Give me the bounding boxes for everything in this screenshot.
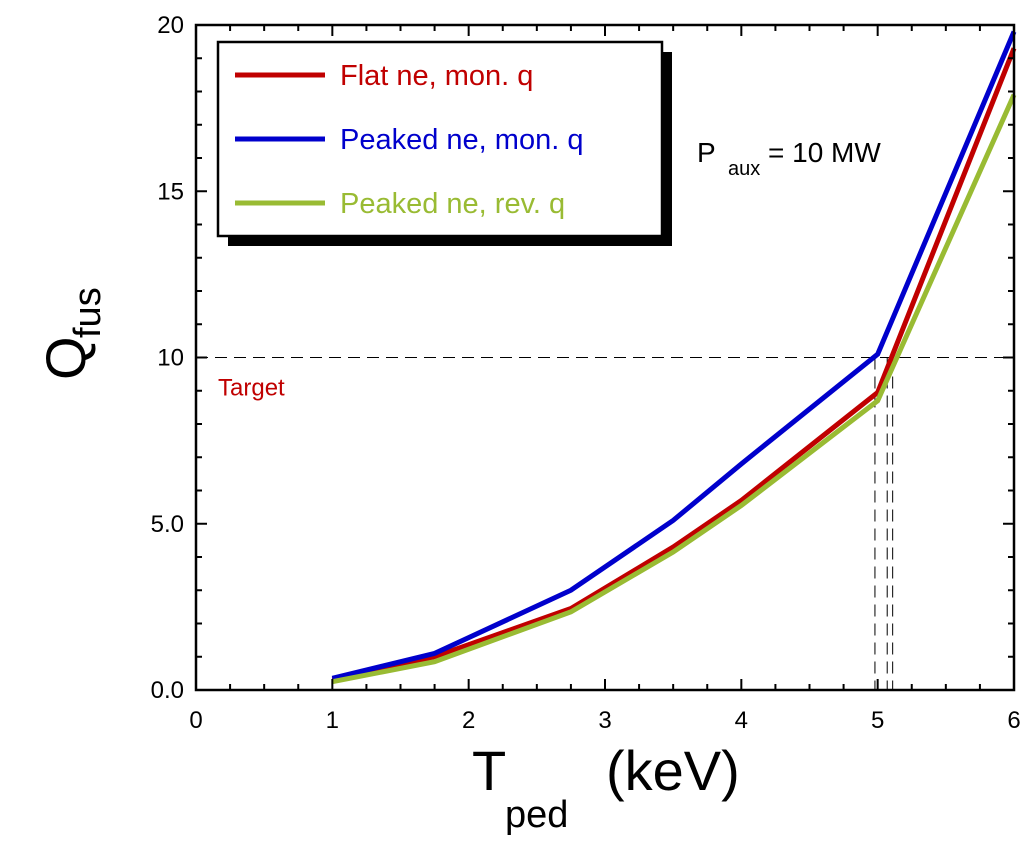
y-tick-label: 15 [157, 178, 184, 205]
aux-power-symbol: P [697, 137, 716, 168]
x-axis-title: T ped (keV) [472, 739, 740, 836]
legend-label-2: Peaked ne, mon. q [340, 124, 583, 156]
plot-area: Target [196, 30, 1017, 690]
legend-label-3: Peaked ne, rev. q [340, 188, 565, 220]
x-tick-label: 4 [735, 707, 748, 734]
x-axis-title-unit: (keV) [606, 739, 740, 802]
legend: Flat ne, mon. q Peaked ne, mon. q Peaked n… [216, 40, 672, 246]
x-tick-label: 3 [598, 707, 611, 734]
y-tick-label: 20 [157, 12, 184, 39]
aux-power-subscript: aux [728, 158, 760, 180]
series-line-1 [331, 47, 1017, 683]
series-line-2 [331, 30, 1017, 681]
legend-label-1: Flat ne, mon. q [340, 60, 533, 92]
x-tick-label: 1 [326, 707, 339, 734]
aux-power-value: = 10 MW [768, 137, 881, 168]
x-axis-title-sub: ped [505, 794, 568, 836]
x-tick-label: 5 [871, 707, 884, 734]
x-tick-label: 0 [189, 707, 202, 734]
y-tick-label: 5.0 [151, 511, 184, 538]
x-tick-label: 2 [462, 707, 475, 734]
series-line-3 [331, 93, 1017, 685]
y-tick-label: 10 [157, 345, 184, 372]
y-tick-label: 0.0 [151, 677, 184, 704]
y-axis-title: Q fus [34, 287, 109, 380]
y-axis-title-sub: fus [67, 287, 109, 338]
x-axis-title-main: T [472, 739, 506, 802]
axes: 0 1 2 3 4 5 6 0.0 5.0 10 15 20 [151, 12, 1021, 734]
target-label: Target [218, 375, 285, 402]
y-axis-title-main: Q [34, 336, 97, 380]
aux-power-annotation: P aux = 10 MW [697, 137, 881, 180]
x-tick-label: 6 [1007, 707, 1020, 734]
